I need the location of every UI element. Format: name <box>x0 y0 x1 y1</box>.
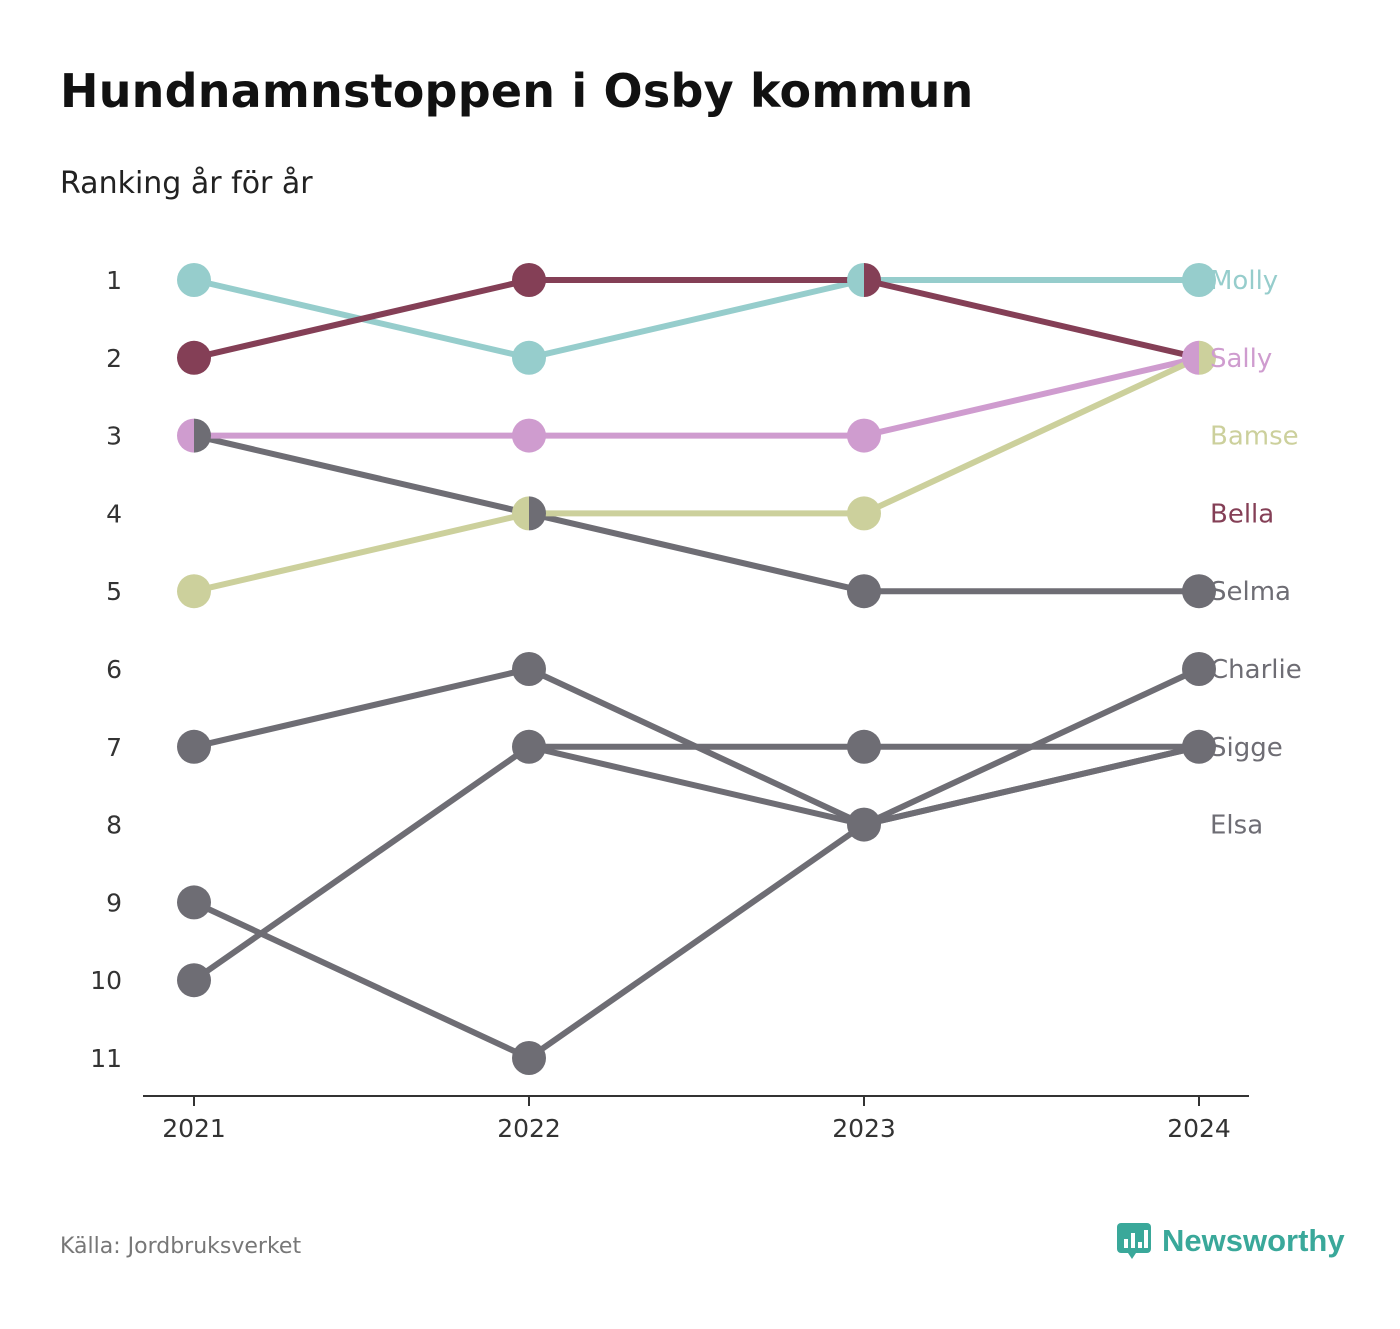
y-tick-label: 11 <box>90 1044 122 1073</box>
point-marker-molly <box>512 340 546 375</box>
series-label-sigge: Sigge <box>1210 733 1283 763</box>
point-marker-elsa <box>847 807 881 842</box>
point-marker-sigge <box>177 729 211 764</box>
newsworthy-logo-icon <box>1117 1223 1151 1259</box>
y-tick-label: 1 <box>106 266 122 295</box>
point-marker-bella-right <box>864 263 881 297</box>
point-marker-bamse <box>847 496 881 531</box>
point-marker-selma <box>847 574 881 609</box>
series-line-bella <box>191 277 1202 361</box>
x-tick-label: 2024 <box>1167 1114 1231 1143</box>
point-marker-charlie <box>177 963 211 998</box>
point-marker-unnamed <box>512 729 546 764</box>
x-tick-label: 2021 <box>162 1114 226 1143</box>
point-marker-sally-left <box>177 418 194 453</box>
series-line-selma <box>191 432 1202 595</box>
point-marker-bamse-right <box>529 496 546 531</box>
series-line-sally <box>191 354 1202 439</box>
series-line-molly <box>191 277 1202 361</box>
point-marker-sally-right <box>194 418 211 453</box>
point-marker-bella-right <box>1199 340 1216 375</box>
brand-name: Newsworthy <box>1162 1223 1345 1258</box>
point-marker-elsa <box>177 885 211 920</box>
series-label-selma: Selma <box>1210 577 1291 607</box>
x-tick-label: 2022 <box>497 1114 561 1143</box>
y-tick-label: 2 <box>106 344 122 373</box>
point-marker-charlie <box>1182 652 1216 686</box>
point-marker-unnamed <box>847 729 881 764</box>
newsworthy-brand[interactable]: Newsworthy <box>1116 1222 1345 1260</box>
y-tick-label: 3 <box>106 422 122 451</box>
point-marker-bella <box>512 263 546 297</box>
series-label-bella: Bella <box>1210 499 1274 529</box>
y-tick-label: 5 <box>106 577 122 606</box>
point-marker-bamse <box>177 574 211 609</box>
point-marker-bella-left <box>847 263 864 297</box>
point-marker-bella-left <box>1182 340 1199 375</box>
point-marker-molly <box>177 263 211 297</box>
chart-subtitle: Ranking år för år <box>60 166 313 201</box>
series-line-bamse <box>191 354 1202 595</box>
source-note: Källa: Jordbruksverket <box>60 1234 302 1259</box>
point-marker-sally <box>512 418 546 453</box>
y-tick-label: 4 <box>106 499 122 528</box>
point-marker-sigge <box>512 652 546 686</box>
point-marker-molly <box>1182 263 1216 297</box>
series-label-molly: Molly <box>1210 266 1278 296</box>
point-marker-bamse-left <box>512 496 529 531</box>
y-tick-label: 7 <box>106 733 122 762</box>
y-tick-label: 9 <box>106 888 122 917</box>
chart-title: Hundnamnstoppen i Osby kommun <box>60 64 974 118</box>
point-marker-unnamed <box>1182 729 1216 764</box>
y-tick-label: 10 <box>90 966 122 995</box>
series-label-elsa: Elsa <box>1210 811 1263 841</box>
x-tick-label: 2023 <box>832 1114 896 1143</box>
point-marker-sally <box>847 418 881 453</box>
y-tick-label: 8 <box>106 811 122 840</box>
series-line-charlie <box>191 666 1202 984</box>
point-marker-bella <box>177 340 211 375</box>
series-label-sally: Sally <box>1210 344 1272 374</box>
series-line-elsa <box>191 743 1202 1061</box>
point-marker-elsa <box>512 1041 546 1075</box>
series-label-charlie: Charlie <box>1210 655 1302 685</box>
y-tick-label: 6 <box>106 655 122 684</box>
point-marker-selma <box>1182 574 1216 609</box>
series-label-bamse: Bamse <box>1210 422 1299 452</box>
